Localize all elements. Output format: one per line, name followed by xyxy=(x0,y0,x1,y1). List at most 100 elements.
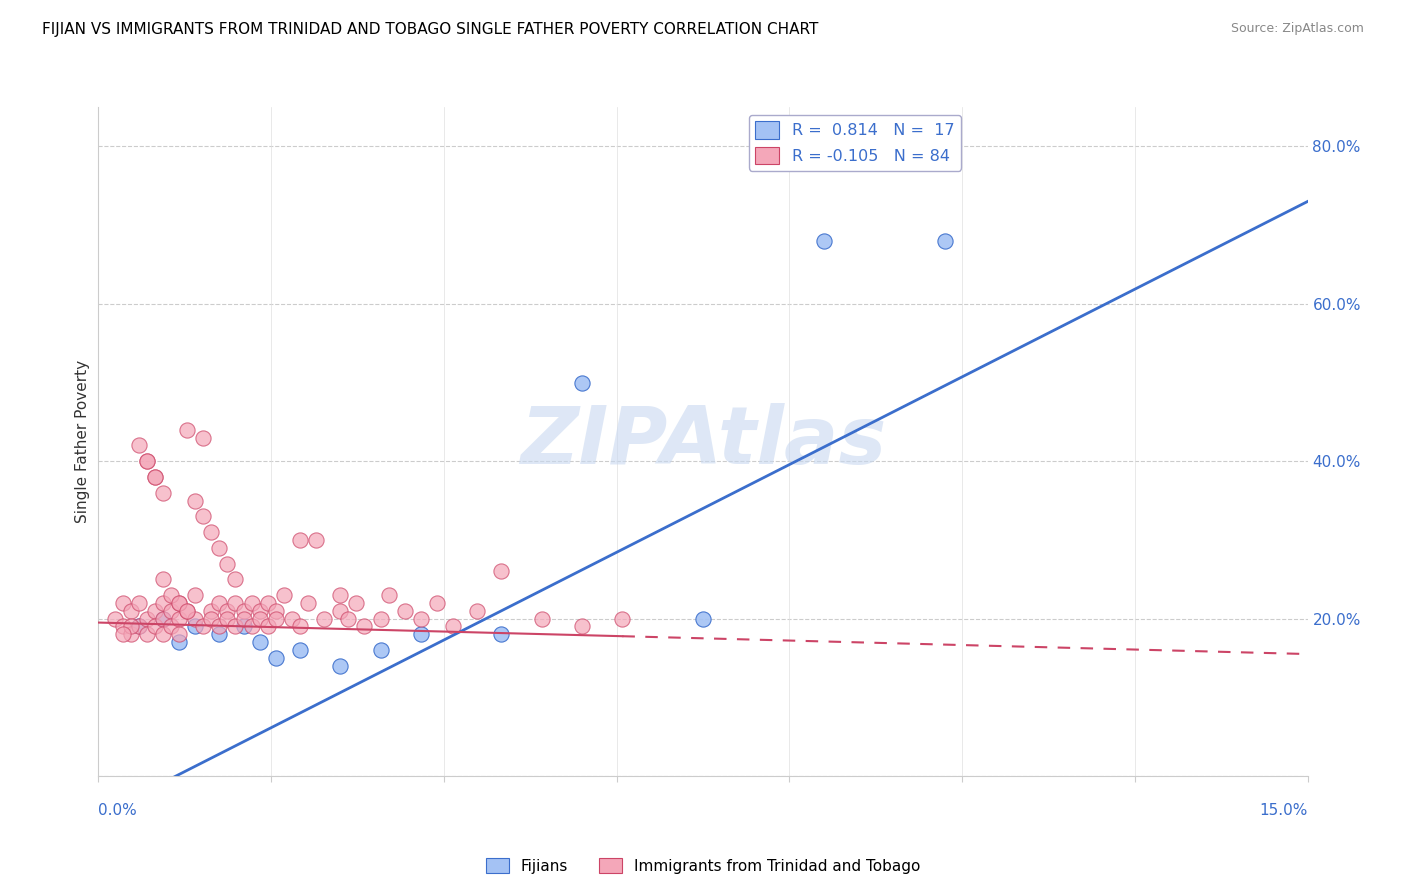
Point xyxy=(264,651,287,665)
Point xyxy=(176,604,198,618)
Point xyxy=(193,431,215,445)
Point xyxy=(224,572,246,586)
Point xyxy=(370,612,392,626)
Point xyxy=(160,619,183,633)
Text: FIJIAN VS IMMIGRANTS FROM TRINIDAD AND TOBAGO SINGLE FATHER POVERTY CORRELATION : FIJIAN VS IMMIGRANTS FROM TRINIDAD AND T… xyxy=(42,22,818,37)
Point xyxy=(612,612,634,626)
Point xyxy=(143,470,166,484)
Point xyxy=(152,572,174,586)
Point xyxy=(200,612,222,626)
Point xyxy=(167,635,190,649)
Point xyxy=(337,612,360,626)
Point xyxy=(256,596,278,610)
Point xyxy=(377,588,399,602)
Point xyxy=(491,627,513,641)
Point xyxy=(273,588,295,602)
Point xyxy=(111,619,134,633)
Point xyxy=(128,596,150,610)
Point xyxy=(135,627,157,641)
Point xyxy=(232,619,254,633)
Point xyxy=(208,627,231,641)
Point xyxy=(530,612,553,626)
Point xyxy=(314,612,336,626)
Point xyxy=(571,376,593,390)
Point xyxy=(120,627,142,641)
Point xyxy=(249,635,271,649)
Point xyxy=(409,612,432,626)
Point xyxy=(441,619,464,633)
Point xyxy=(208,596,231,610)
Point xyxy=(152,596,174,610)
Point xyxy=(143,619,166,633)
Point xyxy=(184,619,207,633)
Point xyxy=(344,596,367,610)
Point xyxy=(208,619,231,633)
Point xyxy=(128,619,150,633)
Point xyxy=(160,604,183,618)
Point xyxy=(111,596,134,610)
Point xyxy=(491,565,513,579)
Point xyxy=(409,627,432,641)
Point xyxy=(217,557,239,571)
Point xyxy=(217,612,239,626)
Point xyxy=(152,612,174,626)
Point xyxy=(426,596,449,610)
Point xyxy=(128,619,150,633)
Point xyxy=(184,493,207,508)
Point xyxy=(465,604,488,618)
Point xyxy=(135,454,157,468)
Point xyxy=(143,470,166,484)
Legend: Fijians, Immigrants from Trinidad and Tobago: Fijians, Immigrants from Trinidad and To… xyxy=(479,852,927,880)
Point xyxy=(240,596,263,610)
Point xyxy=(813,234,835,248)
Point xyxy=(184,612,207,626)
Point xyxy=(288,619,311,633)
Point xyxy=(200,604,222,618)
Point xyxy=(264,612,287,626)
Point xyxy=(120,619,142,633)
Point xyxy=(167,596,190,610)
Point xyxy=(256,619,278,633)
Point xyxy=(120,604,142,618)
Point xyxy=(184,588,207,602)
Point xyxy=(167,627,190,641)
Point xyxy=(249,604,271,618)
Point xyxy=(571,619,593,633)
Point xyxy=(249,612,271,626)
Point xyxy=(232,604,254,618)
Point xyxy=(232,612,254,626)
Point xyxy=(128,438,150,452)
Point xyxy=(224,619,246,633)
Point xyxy=(370,643,392,657)
Point xyxy=(288,643,311,657)
Point xyxy=(135,612,157,626)
Legend: R =  0.814   N =  17, R = -0.105   N = 84: R = 0.814 N = 17, R = -0.105 N = 84 xyxy=(749,115,962,170)
Point xyxy=(329,588,352,602)
Point xyxy=(353,619,375,633)
Point xyxy=(152,612,174,626)
Point xyxy=(193,619,215,633)
Point xyxy=(281,612,304,626)
Text: 0.0%: 0.0% xyxy=(98,803,138,818)
Text: Source: ZipAtlas.com: Source: ZipAtlas.com xyxy=(1230,22,1364,36)
Point xyxy=(160,588,183,602)
Point xyxy=(934,234,956,248)
Point xyxy=(288,533,311,547)
Point xyxy=(135,454,157,468)
Point xyxy=(167,596,190,610)
Point xyxy=(193,509,215,524)
Point xyxy=(264,604,287,618)
Point xyxy=(329,658,352,673)
Point xyxy=(208,541,231,555)
Point xyxy=(200,524,222,539)
Point xyxy=(143,604,166,618)
Point xyxy=(240,619,263,633)
Y-axis label: Single Father Poverty: Single Father Poverty xyxy=(75,360,90,523)
Point xyxy=(167,612,190,626)
Point xyxy=(297,596,319,610)
Point xyxy=(692,612,714,626)
Point xyxy=(152,485,174,500)
Point xyxy=(176,423,198,437)
Text: 15.0%: 15.0% xyxy=(1260,803,1308,818)
Point xyxy=(111,627,134,641)
